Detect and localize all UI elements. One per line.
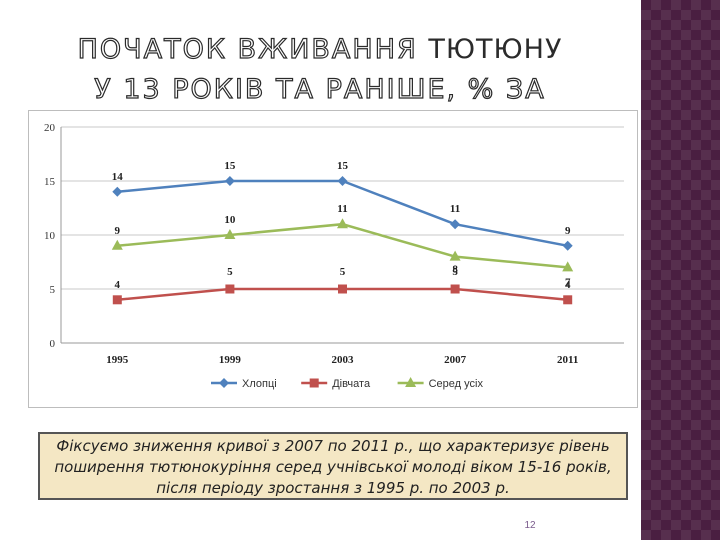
- data-label-2-3: 8: [452, 264, 458, 276]
- data-label-0-2: 15: [337, 160, 349, 172]
- data-label-1-3: 5: [452, 266, 458, 278]
- data-point-1-3: [450, 284, 460, 294]
- y-tick-label-15: 15: [44, 176, 56, 188]
- data-point-0-0: [112, 186, 123, 197]
- data-point-2-1: [224, 229, 236, 239]
- page-number: 12: [524, 520, 536, 531]
- y-tick-label-0: 0: [50, 338, 56, 350]
- data-label-0-1: 15: [224, 160, 236, 172]
- chart-frame: 0 5 10 15 20 1995 1999 2003 2007 2011 14 15 15 11 9 4 5 5…: [28, 110, 638, 408]
- data-point-0-4: [562, 240, 573, 251]
- title-line-1-main: ПОЧАТОК ВЖИВАННЯ: [77, 33, 429, 65]
- data-point-1-0: [112, 295, 122, 305]
- x-tick-label-2003: 2003: [332, 354, 355, 366]
- x-tick-label-1999: 1999: [219, 354, 242, 366]
- decorative-side-band: [641, 0, 720, 540]
- y-tick-label-20: 20: [44, 122, 56, 134]
- data-point-2-0: [111, 239, 123, 250]
- data-point-2-4: [562, 261, 574, 272]
- legend-marker-0: [219, 378, 229, 388]
- data-label-2-4: 7: [565, 276, 571, 288]
- note-box: Фіксуємо зниження кривої з 2007 по 2011 …: [38, 432, 628, 500]
- title-line-1: ПОЧАТОК ВЖИВАННЯ ТЮТЮНУ: [40, 30, 600, 70]
- x-tick-label-2011: 2011: [557, 354, 578, 366]
- data-label-1-1: 5: [227, 266, 233, 278]
- y-tick-label-10: 10: [44, 230, 56, 242]
- data-point-1-4: [563, 295, 573, 305]
- legend-marker-2: [405, 377, 417, 387]
- x-tick-label-2007: 2007: [444, 354, 467, 366]
- data-label-2-1: 10: [224, 214, 236, 226]
- title-line-1-accent: ТЮТЮНУ: [428, 34, 563, 65]
- legend-label-0: Хлопці: [242, 378, 277, 390]
- series-line-2: [117, 222, 568, 269]
- data-label-0-0: 14: [112, 171, 124, 183]
- line-chart: 0 5 10 15 20 1995 1999 2003 2007 2011 14 15 15 11 9 4 5 5…: [44, 122, 624, 390]
- data-label-1-0: 4: [115, 279, 121, 291]
- data-point-0-1: [224, 176, 235, 186]
- legend-marker-1: [309, 378, 319, 388]
- data-label-2-0: 9: [115, 225, 121, 237]
- data-label-0-3: 11: [450, 203, 460, 215]
- data-label-1-4: 4: [565, 279, 571, 291]
- data-label-1-2: 5: [340, 266, 346, 278]
- data-label-2-2: 11: [337, 203, 347, 215]
- x-tick-label-1995: 1995: [106, 354, 129, 366]
- legend-label-1: Дівчата: [332, 378, 371, 390]
- data-point-0-2: [337, 176, 348, 186]
- y-tick-label-5: 5: [50, 284, 56, 296]
- data-point-2-3: [449, 250, 461, 261]
- legend-label-2: Серед усіх: [429, 378, 484, 390]
- data-point-2-2: [337, 218, 348, 229]
- data-point-1-1: [225, 284, 235, 294]
- data-point-0-3: [450, 219, 461, 230]
- data-point-1-2: [338, 284, 347, 294]
- data-label-0-4: 9: [565, 225, 571, 237]
